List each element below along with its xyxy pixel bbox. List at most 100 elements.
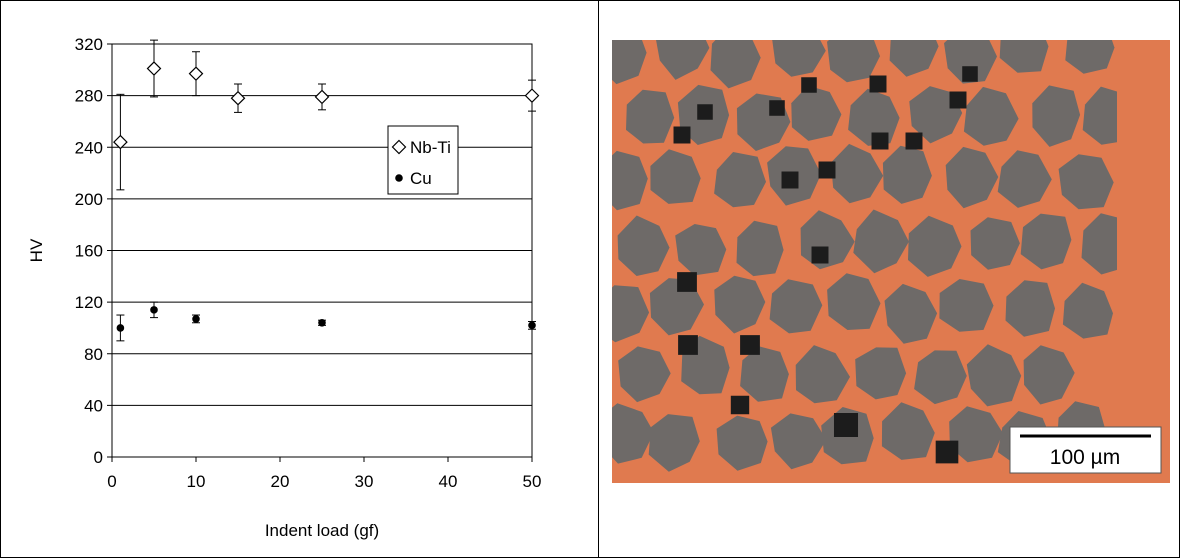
micrograph-image: 100 µm: [612, 40, 1170, 483]
filament: [949, 406, 1003, 463]
filament: [795, 345, 850, 404]
indent-mark: [697, 104, 713, 120]
copper-rim: [1117, 40, 1170, 483]
y-tick-label: 160: [75, 242, 103, 261]
x-axis-label: Indent load (gf): [265, 521, 379, 540]
scale-bar: 100 µm: [1009, 426, 1162, 474]
nbti-filaments: [612, 40, 1170, 483]
y-axis-label: HV: [27, 238, 46, 262]
filament: [710, 40, 761, 89]
filament: [966, 344, 1022, 407]
filament: [612, 40, 647, 85]
filament: [908, 215, 962, 277]
indent-mark: [905, 132, 923, 150]
legend-box: [387, 125, 459, 195]
x-tick-label: 50: [523, 472, 542, 491]
x-tick-label: 40: [439, 472, 458, 491]
indent-mark: [677, 272, 697, 292]
filament: [1032, 85, 1081, 147]
filament: [772, 40, 826, 77]
indent-mark: [730, 395, 750, 415]
indent-mark: [833, 412, 859, 438]
filament: [1058, 154, 1114, 210]
filament: [618, 346, 671, 403]
data-point: [192, 315, 200, 323]
indent-mark: [811, 246, 829, 264]
indent-marks: [673, 66, 978, 464]
panel-divider: [598, 0, 599, 558]
y-tick-label: 320: [75, 35, 103, 54]
indent-mark: [818, 161, 836, 179]
hardness-chart: 0 40 80 120 160 200 240 280 320 0 10 20 30 40 50 Inden…: [27, 35, 542, 540]
x-tick-label: 10: [187, 472, 206, 491]
indent-mark: [769, 100, 785, 116]
filament: [1020, 213, 1072, 270]
data-point: [116, 324, 125, 332]
filament: [791, 85, 842, 141]
indent-mark: [781, 171, 799, 189]
filament: [944, 40, 997, 84]
filament: [945, 146, 999, 209]
filament: [884, 283, 938, 344]
filament: [740, 346, 789, 402]
filament: [716, 415, 768, 471]
filament: [1065, 40, 1115, 74]
filament: [612, 150, 648, 211]
indent-mark: [962, 66, 978, 82]
filament: [617, 215, 670, 276]
y-tick-label: 0: [94, 448, 103, 467]
filament: [1062, 282, 1113, 339]
filament: [997, 150, 1052, 208]
filament: [770, 413, 827, 470]
filament: [736, 220, 784, 277]
data-point: [146, 61, 162, 76]
filament: [649, 278, 704, 336]
x-tick-label: 0: [107, 472, 116, 491]
filament: [882, 145, 932, 204]
indent-mark: [740, 335, 760, 355]
filament: [914, 350, 967, 405]
y-tick-label: 200: [75, 190, 103, 209]
y-tick-label: 280: [75, 87, 103, 106]
filament: [1005, 280, 1055, 337]
data-point: [113, 134, 128, 150]
filament: [999, 40, 1049, 73]
data-point: [524, 88, 540, 103]
y-tick-label: 240: [75, 138, 103, 157]
legend-label: Nb-Ti: [410, 138, 451, 157]
filament: [650, 149, 701, 204]
legend: Nb-Ti Cu: [387, 125, 459, 195]
filament: [626, 89, 675, 144]
x-tick-label: 30: [355, 472, 374, 491]
axes: 0 40 80 120 160 200 240 280 320 0 10 20 30 40 50: [75, 35, 542, 491]
filament: [939, 279, 994, 332]
filament: [656, 40, 710, 80]
data-point: [150, 306, 158, 314]
filament: [714, 152, 766, 208]
filament: [648, 414, 700, 472]
filament: [970, 217, 1020, 270]
indent-mark: [949, 91, 967, 109]
data-point: [188, 66, 204, 82]
scale-bar-label: 100 µm: [1050, 446, 1120, 469]
data-points: [113, 39, 540, 342]
data-point: [230, 90, 246, 106]
data-point: [391, 139, 407, 155]
y-tick-label: 80: [84, 345, 103, 364]
legend-label: Cu: [410, 169, 432, 188]
data-point: [395, 174, 403, 182]
indent-mark: [871, 132, 889, 150]
filament: [675, 224, 727, 276]
filament: [881, 402, 935, 460]
filament: [889, 40, 939, 77]
filament: [848, 88, 900, 146]
y-tick-label: 40: [84, 396, 103, 415]
indent-mark: [801, 77, 817, 93]
filament: [827, 273, 881, 330]
indent-mark: [869, 75, 887, 93]
filament: [612, 285, 650, 343]
filament: [963, 86, 1019, 146]
data-point: [318, 318, 326, 327]
filament: [830, 143, 884, 204]
filament: [1023, 345, 1075, 405]
